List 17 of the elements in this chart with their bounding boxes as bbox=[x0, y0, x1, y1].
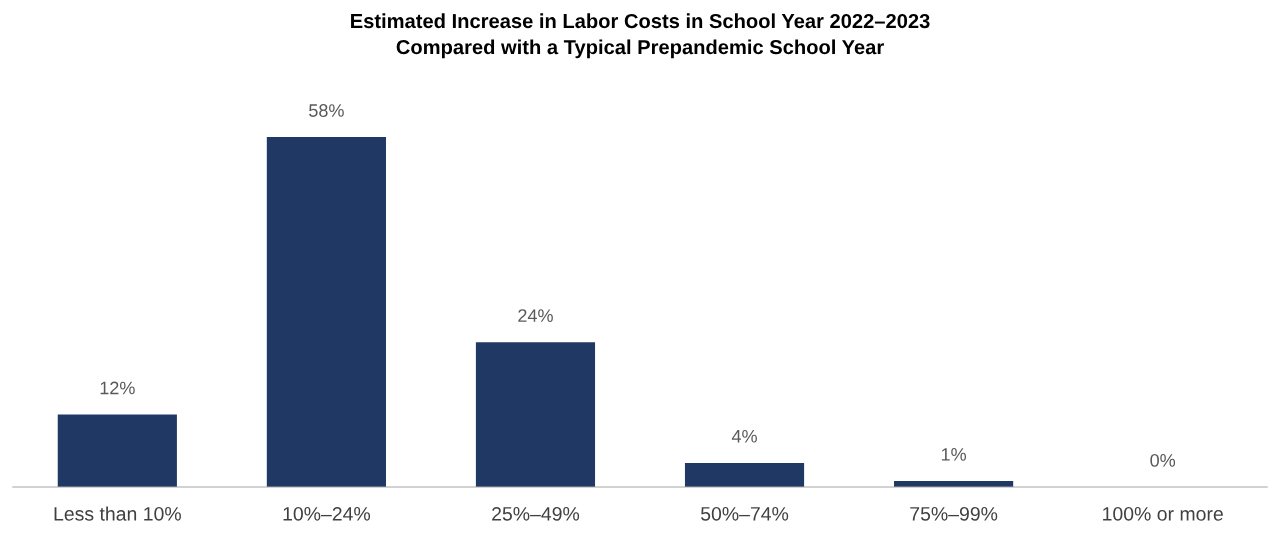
data-label: 0% bbox=[1150, 453, 1176, 467]
data-label: 12% bbox=[100, 381, 135, 395]
x-tick-label: 50%–74% bbox=[700, 506, 789, 521]
bar bbox=[266, 137, 386, 488]
data-label: 1% bbox=[941, 448, 967, 461]
data-label: 4% bbox=[731, 429, 757, 443]
data-label: 58% bbox=[309, 104, 344, 117]
x-tick-label: 10%–24% bbox=[283, 506, 371, 521]
x-tick-label: 100% or more bbox=[1103, 506, 1223, 521]
chart-title: Estimated Increase in Labor Costs in School Year 2022–2023 Compared with a Typical Prepandemic School Year bbox=[351, 13, 930, 59]
x-tick-label: 75%–99% bbox=[910, 506, 998, 521]
data-label: 24% bbox=[518, 309, 553, 322]
bar bbox=[475, 342, 596, 488]
bar bbox=[57, 414, 177, 488]
bar bbox=[684, 462, 805, 488]
x-tick-label: Less than 10% bbox=[54, 506, 181, 521]
x-tick-label: 25%–49% bbox=[492, 506, 580, 521]
